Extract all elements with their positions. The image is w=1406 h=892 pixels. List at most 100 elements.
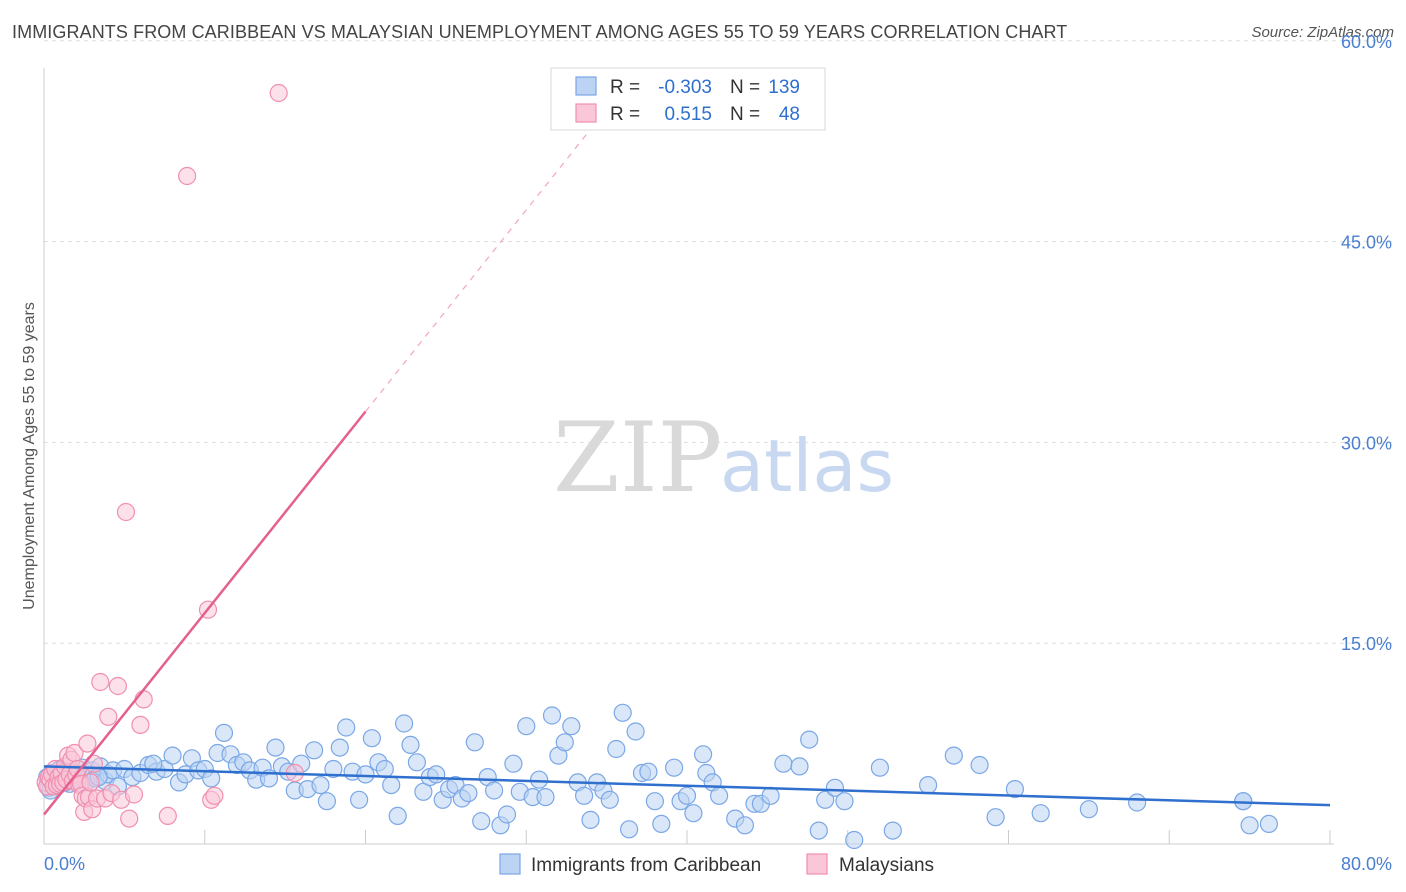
caribbean-point-124 [800,730,819,749]
legend-r-label-blue: R = [610,77,640,98]
caribbean-point-82 [485,781,504,800]
malaysians-point-34 [99,707,118,726]
caribbean-point-141 [1240,816,1259,835]
caribbean-point-68 [395,714,414,733]
caribbean-point-126 [816,790,835,809]
caribbean-point-89 [529,770,549,789]
legend-swatch-pink [575,103,597,123]
legend-box [550,67,826,131]
malaysians-point-39 [120,809,139,828]
series-legend-swatch-caribbean [499,853,521,875]
y-tick-label-45: 45.0% [1341,233,1392,253]
caribbean-point-78 [459,783,478,803]
malaysians-point-41 [131,715,150,735]
malaysians-point-26 [78,734,97,753]
caribbean-point-85 [504,754,523,773]
caribbean-point-100 [600,790,619,809]
caribbean-point-127 [825,778,845,797]
caribbean-point-131 [883,821,902,840]
caribbean-point-129 [845,830,864,850]
x-tick-label-min: 0.0% [44,854,85,874]
caribbean-point-109 [664,758,684,777]
legend-n-label-blue: N = [730,77,760,98]
caribbean-point-80 [472,812,491,831]
caribbean-point-73 [427,765,446,784]
legend-n-value-blue: 139 [768,77,800,98]
caribbean-point-128 [835,792,854,811]
caribbean-point-57 [324,759,343,779]
caribbean-point-79 [465,733,484,752]
caribbean-point-94 [562,717,581,736]
series-malaysians-points [36,83,304,828]
caribbean-point-123 [790,757,809,776]
malaysians-point-36 [108,676,128,696]
caribbean-point-111 [677,786,697,805]
caribbean-point-103 [619,820,639,839]
caribbean-point-102 [613,703,632,722]
caribbean-point-97 [581,810,600,830]
caribbean-point-59 [337,718,356,737]
malaysians-point-32 [91,672,110,692]
caribbean-point-93 [555,733,574,752]
y-tick-labels: 15.0% 30.0% 45.0% 60.0% [1341,32,1392,654]
series-legend-label-malaysians: Malaysians [839,855,934,876]
caribbean-point-61 [350,790,369,809]
caribbean-point-32 [163,746,182,765]
caribbean-point-38 [202,769,221,788]
trend-line-malaysians [43,410,367,816]
caribbean-point-132 [918,775,938,795]
caribbean-point-63 [362,729,381,748]
caribbean-point-56 [317,792,336,811]
caribbean-point-70 [407,753,426,772]
caribbean-point-106 [639,762,658,781]
caribbean-point-134 [970,755,989,775]
caribbean-point-62 [356,765,375,784]
malaysians-point-47 [205,786,224,805]
caribbean-point-91 [542,706,562,725]
legend-n-label-pink: N = [730,104,760,125]
malaysians-point-44 [178,166,197,186]
y-tick-label-30: 30.0% [1341,433,1392,453]
caribbean-point-113 [693,745,713,764]
x-tick-label-max: 80.0% [1341,854,1392,874]
series-legend-swatch-malaysians [806,853,828,875]
malaysians-point-48 [269,83,288,103]
caribbean-point-139 [1127,793,1147,812]
caribbean-point-55 [311,775,330,795]
legend-swatch-blue [575,76,597,96]
caribbean-point-90 [536,787,555,807]
trend-line-caribbean [43,765,1331,807]
caribbean-point-133 [944,746,963,765]
caribbean-point-148 [144,754,163,773]
legend-r-value-blue: -0.303 [658,77,712,98]
caribbean-point-101 [607,739,626,759]
grid-lines [44,40,1392,644]
caribbean-point-54 [305,741,324,760]
malaysians-point-42 [134,690,153,709]
correlation-legend: R = -0.303 N = 139 R = 0.515 N = 48 [550,67,826,131]
y-axis-label: Unemployment Among Ages 55 to 59 years [21,302,38,610]
caribbean-point-130 [870,758,890,777]
caribbean-point-96 [574,786,594,805]
caribbean-point-138 [1079,800,1099,819]
caribbean-point-48 [266,738,285,757]
caribbean-point-66 [382,775,401,795]
caribbean-point-118 [735,816,755,835]
caribbean-point-58 [330,738,349,757]
chart-title: IMMIGRANTS FROM CARIBBEAN VS MALAYSIAN U… [12,22,1068,42]
caribbean-point-142 [1259,814,1279,834]
y-tick-label-60: 60.0% [1341,32,1392,52]
series-caribbean-points [38,703,1279,850]
caribbean-point-69 [401,735,420,755]
caribbean-point-40 [214,723,234,743]
trend-line-malaysians-extension [365,80,630,412]
trend-lines [43,80,1331,816]
legend-r-value-pink: 0.515 [664,104,712,125]
x-tick-marks [204,830,1331,844]
caribbean-point-121 [761,786,780,805]
caribbean-point-137 [1031,804,1050,823]
caribbean-point-125 [809,821,828,840]
malaysians-point-43 [158,806,177,826]
series-legend: Immigrants from Caribbean Malaysians [499,853,934,876]
